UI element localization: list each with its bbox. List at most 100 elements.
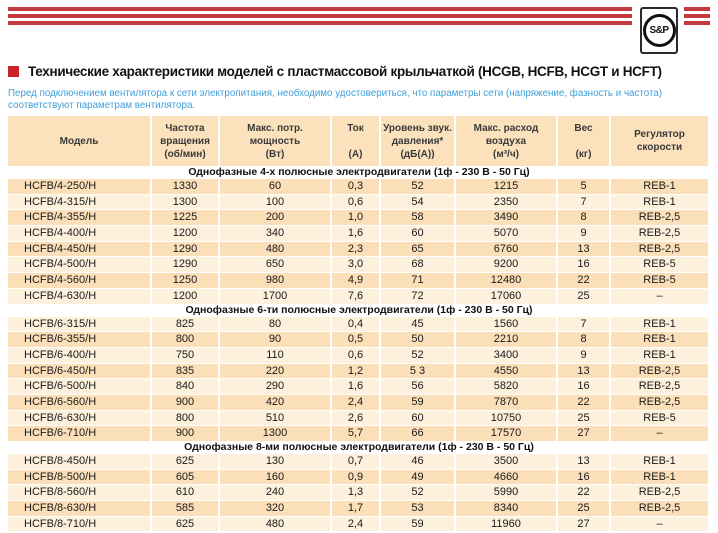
col-header-line: Модель (59, 135, 99, 147)
cell-weight: 27 (558, 516, 609, 532)
cell-power: 1700 (220, 288, 330, 304)
cell-airflow: 17060 (456, 288, 556, 304)
cell-power: 290 (220, 379, 330, 394)
cell-noise: 56 (381, 379, 454, 394)
cell-current: 0,4 (332, 316, 379, 332)
cell-rpm: 605 (152, 469, 218, 485)
cell-rpm: 625 (152, 516, 218, 532)
cell-current: 0,9 (332, 469, 379, 485)
cell-airflow: 4550 (456, 363, 556, 379)
cell-noise: 72 (381, 288, 454, 304)
cell-rpm: 800 (152, 332, 218, 347)
cell-model: HCFB/8-710/H (8, 516, 150, 532)
cell-rpm: 1200 (152, 288, 218, 304)
cell-rpm: 1290 (152, 257, 218, 273)
cell-noise: 66 (381, 426, 454, 441)
cell-weight: 7 (558, 316, 609, 332)
banner-stripes-right (684, 7, 710, 28)
cell-rpm: 825 (152, 316, 218, 332)
col-header-noise: Уровень звук. давления* (дБ(А)) (381, 116, 454, 166)
cell-current: 1,0 (332, 210, 379, 226)
cell-airflow: 9200 (456, 257, 556, 273)
table-row: HCFB/8-630/H 585 320 1,7 53 8340 25 REB-2,5 (8, 501, 710, 516)
section-title: Однофазные 8-ми полюсные электродвигател… (8, 442, 710, 453)
cell-rpm: 1330 (152, 179, 218, 194)
banner-stripe (684, 21, 710, 25)
table-row: HCFB/6-355/H 800 90 0,5 50 2210 8 REB-1 (8, 332, 710, 347)
cell-airflow: 3490 (456, 210, 556, 226)
cell-airflow: 2350 (456, 194, 556, 210)
cell-rpm: 1250 (152, 273, 218, 288)
cell-weight: 16 (558, 379, 609, 394)
cell-controller: REB-2,5 (611, 210, 708, 226)
specifications-table: Модель Частота вращения (об/мин) Макс. потр.… (8, 116, 710, 532)
col-header-line: вращения (160, 135, 210, 147)
cell-noise: 58 (381, 210, 454, 226)
col-header-line: Макс. потр. (247, 122, 303, 134)
cell-model: HCFB/6-560/H (8, 394, 150, 410)
cell-airflow: 3500 (456, 454, 556, 469)
section-title: Однофазные 4-х полюсные электродвигатели… (8, 167, 710, 178)
cell-model: HCFB/4-400/H (8, 226, 150, 241)
title-row: Технические характеристики моделей с пла… (8, 64, 714, 79)
cell-current: 7,6 (332, 288, 379, 304)
cell-noise: 46 (381, 454, 454, 469)
cell-noise: 59 (381, 394, 454, 410)
cell-rpm: 900 (152, 426, 218, 441)
cell-rpm: 1200 (152, 226, 218, 241)
cell-power: 60 (220, 179, 330, 194)
cell-current: 0,6 (332, 194, 379, 210)
cell-current: 0,3 (332, 179, 379, 194)
cell-current: 2,4 (332, 516, 379, 532)
cell-current: 0,6 (332, 347, 379, 363)
cell-current: 5,7 (332, 426, 379, 441)
red-square-bullet-icon (8, 66, 19, 77)
cell-controller: REB-2,5 (611, 379, 708, 394)
cell-current: 1,3 (332, 485, 379, 501)
cell-weight: 16 (558, 469, 609, 485)
cell-airflow: 17570 (456, 426, 556, 441)
col-header-controller: Регулятор скорости (611, 116, 708, 166)
cell-power: 1300 (220, 426, 330, 441)
col-header-line: скорости (636, 142, 683, 153)
col-header-weight: Вес (кг) (558, 116, 609, 166)
cell-controller: REB-2,5 (611, 501, 708, 516)
cell-controller: REB-5 (611, 410, 708, 426)
col-header-line: давления* (391, 135, 444, 147)
table-row: HCFB/4-500/H 1290 650 3,0 68 9200 16 REB-5 (8, 257, 710, 273)
cell-weight: 25 (558, 410, 609, 426)
cell-weight: 25 (558, 501, 609, 516)
cell-model: HCFB/4-450/H (8, 241, 150, 257)
cell-rpm: 750 (152, 347, 218, 363)
banner-stripe (8, 14, 632, 18)
cell-power: 130 (220, 454, 330, 469)
cell-noise: 54 (381, 194, 454, 210)
cell-rpm: 1300 (152, 194, 218, 210)
col-header-line: (Вт) (265, 148, 285, 160)
cell-weight: 5 (558, 179, 609, 194)
col-header-line: (дБ(А)) (400, 148, 435, 160)
table-row: HCFB/6-710/H 900 1300 5,7 66 17570 27– (8, 426, 710, 441)
cell-model: HCFB/4-315/H (8, 194, 150, 210)
cell-weight: 13 (558, 454, 609, 469)
cell-controller: REB-1 (611, 332, 708, 347)
table-row: HCFB/4-250/H 1330 60 0,3 52 1215 5 REB-1 (8, 179, 710, 194)
cell-rpm: 1225 (152, 210, 218, 226)
cell-current: 2,6 (332, 410, 379, 426)
table-row: HCFB/4-630/H 1200 1700 7,6 72 17060 25– (8, 288, 710, 304)
sp-logo: S&P (640, 7, 678, 54)
cell-current: 2,4 (332, 394, 379, 410)
cell-noise: 45 (381, 316, 454, 332)
cell-controller: REB-2,5 (611, 363, 708, 379)
cell-airflow: 8340 (456, 501, 556, 516)
cell-controller: REB-1 (611, 347, 708, 363)
cell-rpm: 1290 (152, 241, 218, 257)
cell-weight: 22 (558, 485, 609, 501)
cell-power: 200 (220, 210, 330, 226)
table-row: HCFB/4-400/H 1200 340 1,6 60 5070 9 REB-2,5 (8, 226, 710, 241)
col-header-line: Уровень звук. (383, 122, 452, 134)
cell-noise: 65 (381, 241, 454, 257)
cell-weight: 27 (558, 426, 609, 441)
col-header-line: (А) (348, 148, 363, 160)
table-row: HCFB/4-315/H 1300 100 0,6 54 2350 7 REB-1 (8, 194, 710, 210)
